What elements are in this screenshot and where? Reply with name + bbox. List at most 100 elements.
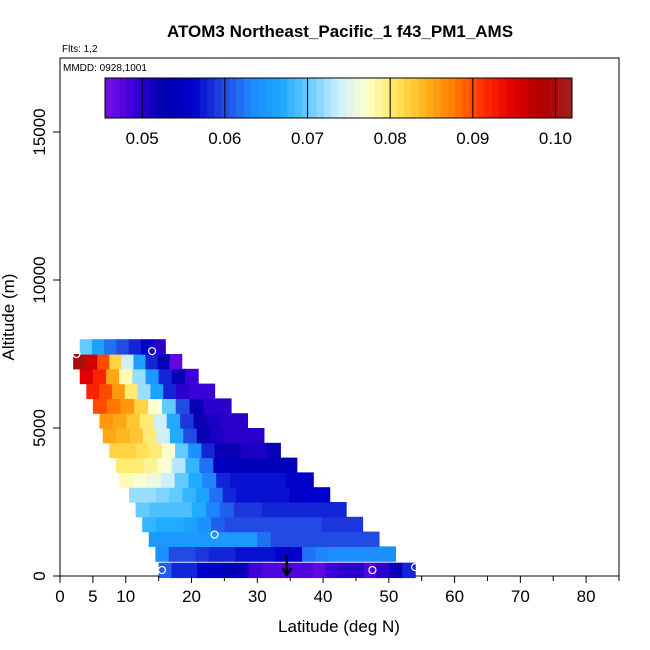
heatmap-cell-15-1 (91, 339, 105, 355)
heatmap-cell-4-10 (275, 502, 291, 518)
heatmap-cell-0-10 (286, 562, 301, 579)
heatmap-cell-1-5 (222, 546, 236, 562)
heatmap-cell-11-5 (161, 398, 177, 414)
heatmap-cell-14-2 (97, 354, 110, 370)
heatmap-cell-8-0 (109, 442, 124, 459)
y-tick-label-2: 10000 (30, 256, 49, 303)
heatmap-cell-8-8 (214, 442, 229, 459)
heatmap-cell-12-0 (86, 383, 100, 399)
heatmap-cell-5-8 (236, 487, 250, 503)
heatmap-cell-11-3 (134, 398, 149, 414)
heatmap-cell-10-6 (180, 413, 195, 429)
heatmap-cell-0-3 (197, 562, 211, 579)
colorbar-segment-9 (170, 78, 179, 118)
colorbar-segment-6 (148, 78, 157, 118)
heatmap-cell-1-11 (302, 546, 316, 562)
colorbar-segment-51 (477, 78, 485, 118)
heatmap-cells (73, 339, 416, 579)
colorbar-segment-53 (491, 78, 500, 118)
heatmap-cell-10-8 (207, 413, 222, 429)
heatmap-cell-1-8 (262, 546, 276, 562)
heatmap-cell-3-11 (293, 516, 309, 533)
heatmap-cell-7-4 (171, 457, 187, 473)
heatmap-cell-11-9 (217, 398, 232, 414)
heatmap-cell-5-1 (142, 487, 157, 503)
colorbar-segment-19 (243, 78, 252, 118)
heatmap-cell-3-1 (155, 516, 171, 533)
colorbar-tick-label-1: 0.06 (208, 129, 241, 148)
heatmap-cell-1-17 (382, 546, 396, 562)
colorbar-segment-29 (316, 78, 325, 118)
heatmap-cell-11-8 (203, 398, 218, 414)
heatmap-cell-12-1 (99, 383, 113, 399)
colorbar-segment-13 (199, 78, 208, 118)
heatmap-cell-2-5 (216, 531, 231, 547)
heatmap-cell-1-14 (342, 546, 356, 562)
heatmap-cell-4-7 (233, 502, 249, 518)
chart-title: ATOM3 Northeast_Pacific_1 f43_PM1_AMS (167, 22, 513, 41)
heatmap-cell-8-4 (161, 442, 176, 459)
x-tick-label-8: 70 (511, 587, 530, 606)
heatmap-cell-15-3 (116, 339, 130, 355)
heatmap-cell-12-6 (163, 383, 177, 399)
heatmap-cell-14-4 (121, 354, 135, 370)
heatmap-cell-5-14 (316, 487, 331, 503)
heatmap-cell-0-18 (389, 562, 403, 579)
heatmap-cell-2-16 (365, 531, 380, 547)
heatmap-cell-0-6 (235, 562, 250, 579)
heatmap-cell-4-2 (163, 502, 179, 518)
heatmap-cell-4-6 (219, 502, 235, 518)
heatmap-cell-13-6 (158, 368, 173, 385)
heatmap-cell-14-5 (133, 354, 147, 370)
heatmap-cell-6-9 (243, 472, 259, 488)
colorbar-segment-41 (404, 78, 412, 118)
x-tick-label-9: 80 (577, 587, 596, 606)
colorbar-segment-46 (440, 78, 449, 118)
heatmap-cell-8-2 (135, 442, 150, 459)
heatmap-cell-1-7 (248, 546, 263, 562)
colorbar-segment-59 (535, 78, 544, 118)
heatmap-cell-10-4 (153, 413, 168, 429)
heatmap-cell-5-7 (222, 487, 237, 503)
heatmap-cell-14-7 (157, 354, 171, 370)
heatmap-cell-0-12 (312, 562, 326, 579)
heatmap-cell-6-0 (119, 472, 134, 488)
heatmap-cell-4-13 (318, 502, 333, 518)
y-tick-label-3: 15000 (30, 108, 49, 155)
x-tick-label-7: 60 (445, 587, 464, 606)
colorbar-segment-42 (411, 78, 420, 118)
x-tick-label-0: 0 (55, 587, 64, 606)
heatmap-cell-4-0 (135, 502, 151, 518)
flight-marker-2 (210, 530, 219, 539)
heatmap-cell-14-8 (169, 354, 183, 370)
colorbar-segment-61 (550, 78, 558, 118)
colorbar-segment-10 (177, 78, 186, 118)
colorbar-segment-50 (469, 78, 478, 118)
colorbar-segment-18 (236, 78, 245, 118)
heatmap-cell-2-1 (162, 531, 177, 547)
heatmap-cell-6-5 (188, 472, 203, 488)
heatmap-cell-0-14 (338, 562, 352, 579)
heatmap-cell-7-11 (268, 457, 284, 473)
heatmap-cell-10-10 (233, 413, 249, 429)
colorbar-tick-label-5: 0.10 (539, 129, 572, 148)
heatmap-cell-8-7 (201, 442, 216, 459)
heatmap-cell-15-5 (140, 339, 154, 355)
heatmap-cell-3-4 (197, 516, 212, 533)
heatmap-cell-0-11 (299, 562, 314, 579)
heatmap-cell-7-6 (199, 457, 214, 473)
colorbar-segment-12 (192, 78, 201, 118)
y-tick-label-0: 0 (30, 571, 49, 580)
heatmap-cell-3-14 (334, 516, 350, 533)
heatmap-cell-11-6 (175, 398, 191, 414)
heatmap-cell-3-7 (238, 516, 253, 533)
heatmap-cell-0-5 (222, 562, 237, 579)
colorbar-segment-21 (258, 78, 267, 118)
heatmap-cell-11-2 (120, 398, 135, 414)
heatmap-cell-13-1 (92, 368, 107, 385)
colorbar-segment-56 (513, 78, 522, 118)
heatmap-cell-2-8 (257, 531, 272, 547)
colorbar-segment-39 (389, 78, 398, 118)
colorbar-segment-48 (455, 78, 464, 118)
heatmap-cell-2-9 (270, 531, 285, 547)
